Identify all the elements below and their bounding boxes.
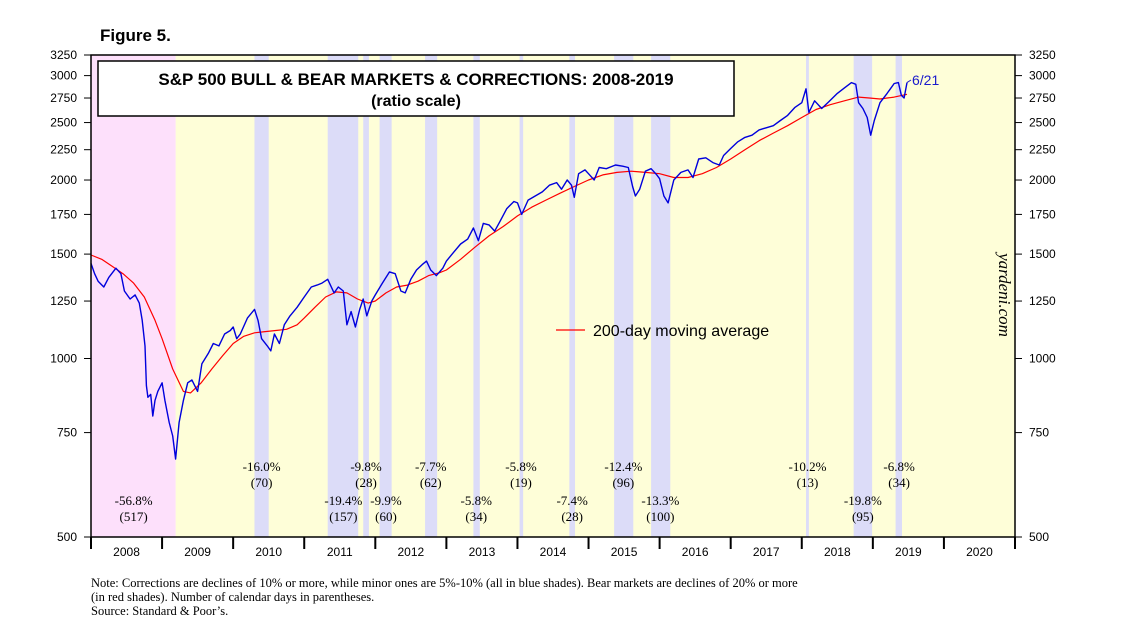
footnote-line-1: Note: Corrections are declines of 10% or… bbox=[91, 576, 798, 590]
y-tick-label-left: 2500 bbox=[50, 116, 77, 130]
chart-title: S&P 500 BULL & BEAR MARKETS & CORRECTION… bbox=[158, 70, 673, 89]
latest-label: 6/21 bbox=[912, 72, 939, 88]
correction-region bbox=[853, 55, 873, 537]
y-tick-label-right: 2250 bbox=[1029, 143, 1056, 157]
regions bbox=[91, 55, 1015, 537]
correction-region bbox=[519, 55, 524, 537]
footnote: Note: Corrections are declines of 10% or… bbox=[91, 576, 1051, 618]
x-tick-label: 2016 bbox=[682, 545, 709, 559]
axes: 500 500 750 750 1000 1000 1250 1250 1500 1500 1750… bbox=[50, 48, 1056, 559]
annotation-pct: -19.8% bbox=[844, 493, 882, 508]
x-tick-label: 2017 bbox=[753, 545, 780, 559]
annotation-pct: -9.8% bbox=[350, 459, 382, 474]
annotation-pct: -56.8% bbox=[115, 493, 153, 508]
legend: 200-day moving average bbox=[556, 323, 769, 340]
annotation-days: (95) bbox=[852, 509, 874, 524]
annotation-days: (100) bbox=[646, 509, 674, 524]
annotation-pct: -13.3% bbox=[641, 493, 679, 508]
y-tick-label-right: 2750 bbox=[1029, 91, 1056, 105]
y-tick-label-left: 750 bbox=[57, 426, 77, 440]
footnote-line-2: (in red shades). Number of calendar days… bbox=[91, 590, 375, 604]
annotation-days: (60) bbox=[375, 509, 397, 524]
y-tick-label-right: 1250 bbox=[1029, 294, 1056, 308]
correction-region bbox=[363, 55, 369, 537]
annotation-pct: -19.4% bbox=[324, 493, 362, 508]
annotation-days: (157) bbox=[329, 509, 357, 524]
annotation-pct: -12.4% bbox=[604, 459, 642, 474]
y-tick-label-left: 1250 bbox=[50, 294, 77, 308]
annotation-days: (70) bbox=[251, 475, 273, 490]
annotation-pct: -5.8% bbox=[505, 459, 537, 474]
y-tick-label-right: 3000 bbox=[1029, 69, 1056, 83]
y-tick-label-right: 3250 bbox=[1029, 48, 1056, 62]
price-line bbox=[90, 81, 908, 460]
x-tick-label: 2015 bbox=[611, 545, 638, 559]
annotation-days: (19) bbox=[510, 475, 532, 490]
title-box-frame bbox=[97, 60, 735, 117]
y-tick-label-left: 3000 bbox=[50, 69, 77, 83]
y-tick-label-right: 500 bbox=[1029, 530, 1049, 544]
y-tick-label-right: 2000 bbox=[1029, 173, 1056, 187]
correction-region bbox=[614, 55, 634, 537]
x-tick-label: 2019 bbox=[895, 545, 922, 559]
latest-leader-line bbox=[906, 79, 912, 83]
annotation-pct: -6.8% bbox=[883, 459, 915, 474]
y-tick-label-left: 2000 bbox=[50, 173, 77, 187]
y-tick-label-right: 1500 bbox=[1029, 247, 1056, 261]
y-tick-label-left: 500 bbox=[57, 530, 77, 544]
annotation-days: (28) bbox=[561, 509, 583, 524]
correction-region bbox=[425, 55, 438, 537]
x-tick-label: 2009 bbox=[184, 545, 211, 559]
y-tick-label-right: 2500 bbox=[1029, 116, 1056, 130]
series bbox=[90, 79, 912, 460]
y-tick-label-left: 3250 bbox=[50, 48, 77, 62]
annotation-pct: -10.2% bbox=[788, 459, 826, 474]
footnote-line-3: Source: Standard & Poor’s. bbox=[91, 604, 229, 618]
annotation-days: (517) bbox=[120, 509, 148, 524]
correction-region bbox=[569, 55, 576, 537]
figure-label: Figure 5. bbox=[100, 26, 171, 45]
annotation-days: (28) bbox=[355, 475, 377, 490]
correction-region bbox=[651, 55, 671, 537]
annotation-pct: -16.0% bbox=[243, 459, 281, 474]
watermark: yardeni.com bbox=[995, 251, 1014, 337]
x-tick-label: 2008 bbox=[113, 545, 140, 559]
x-tick-label: 2012 bbox=[397, 545, 424, 559]
y-tick-label-left: 1500 bbox=[50, 247, 77, 261]
chart-subtitle: (ratio scale) bbox=[371, 93, 461, 110]
legend-label-moving-average: 200-day moving average bbox=[593, 323, 769, 340]
x-tick-label: 2014 bbox=[540, 545, 567, 559]
annotation-days: (34) bbox=[888, 475, 910, 490]
correction-region bbox=[254, 55, 269, 537]
x-tick-label: 2010 bbox=[255, 545, 282, 559]
y-tick-label-right: 1000 bbox=[1029, 352, 1056, 366]
annotation-pct: -9.9% bbox=[370, 493, 402, 508]
x-tick-label: 2018 bbox=[824, 545, 851, 559]
correction-region bbox=[379, 55, 392, 537]
annotation-days: (13) bbox=[797, 475, 819, 490]
bull-region bbox=[175, 55, 1015, 537]
correction-region bbox=[473, 55, 480, 537]
annotation-days: (62) bbox=[420, 475, 442, 490]
y-tick-label-left: 2250 bbox=[50, 143, 77, 157]
annotation-pct: -5.8% bbox=[461, 493, 493, 508]
x-tick-label: 2011 bbox=[327, 545, 353, 559]
title-box: S&P 500 BULL & BEAR MARKETS & CORRECTION… bbox=[97, 60, 735, 117]
annotation-days: (96) bbox=[613, 475, 635, 490]
annotation-days: (34) bbox=[465, 509, 487, 524]
plot-frame bbox=[90, 54, 1016, 538]
annotation-pct: -7.4% bbox=[556, 493, 588, 508]
correction-region bbox=[895, 55, 902, 537]
y-tick-label-right: 1750 bbox=[1029, 207, 1056, 221]
x-tick-label: 2020 bbox=[966, 545, 993, 559]
y-tick-label-right: 750 bbox=[1029, 426, 1049, 440]
correction-region bbox=[806, 55, 809, 537]
y-tick-label-left: 1000 bbox=[50, 352, 77, 366]
y-tick-label-left: 1750 bbox=[50, 207, 77, 221]
x-tick-label: 2013 bbox=[469, 545, 496, 559]
y-tick-label-left: 2750 bbox=[50, 91, 77, 105]
annotation-pct: -7.7% bbox=[415, 459, 447, 474]
correction-annotations: -56.8%(517)-16.0%(70)-19.4%(157)-9.8%(28… bbox=[115, 459, 915, 524]
